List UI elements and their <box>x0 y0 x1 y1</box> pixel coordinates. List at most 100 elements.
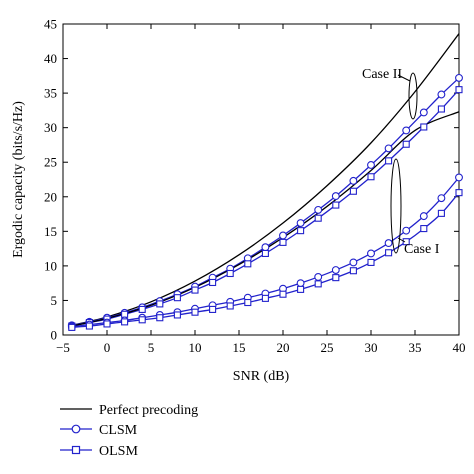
olsm-marker <box>297 227 305 235</box>
case-ii-ellipse <box>408 72 418 120</box>
olsm-marker <box>156 300 164 308</box>
x-axis-label: SNR (dB) <box>233 369 290 384</box>
olsm-marker <box>156 314 164 322</box>
olsm-marker <box>191 308 199 316</box>
y-tick-label: 10 <box>44 258 57 273</box>
clsm-marker <box>402 126 411 135</box>
olsm-marker <box>437 209 445 217</box>
case-i-ellipse <box>390 158 402 254</box>
olsm-marker <box>103 320 111 328</box>
olsm-marker <box>455 86 463 94</box>
legend-perfect-label: Perfect precoding <box>99 403 198 418</box>
case-ii-label: Case II <box>362 67 402 82</box>
olsm-marker <box>173 294 181 302</box>
y-axis-label: Ergodic capacity (bits/s/Hz) <box>11 101 26 258</box>
clsm-marker <box>349 258 358 267</box>
olsm-marker <box>385 249 393 257</box>
series-line-perfect-precoding-case-ii <box>71 33 459 326</box>
clsm-marker <box>367 249 375 258</box>
clsm-marker <box>402 226 411 235</box>
olsm-marker <box>173 311 181 319</box>
olsm-marker <box>420 225 428 233</box>
olsm-marker <box>261 249 269 257</box>
x-tick-label: 25 <box>321 340 334 355</box>
y-tick-label: 15 <box>44 224 57 239</box>
clsm-marker <box>437 194 446 203</box>
clsm-marker <box>455 73 463 82</box>
clsm-marker <box>296 219 305 227</box>
x-tick-label: 0 <box>104 340 111 355</box>
axis-ticks <box>62 23 460 336</box>
x-tick-label: 30 <box>365 340 378 355</box>
olsm-marker <box>121 310 129 318</box>
olsm-marker <box>261 294 269 302</box>
legend: Perfect precoding CLSM OLSM <box>60 403 198 459</box>
y-tick-label: 20 <box>44 189 57 204</box>
olsm-marker <box>244 298 252 307</box>
olsm-marker <box>332 274 340 282</box>
legend-clsm-marker <box>71 424 81 434</box>
x-tick-label: 35 <box>409 340 422 355</box>
olsm-marker <box>85 322 93 330</box>
olsm-marker <box>367 258 375 266</box>
olsm-marker <box>191 286 199 294</box>
olsm-marker <box>455 189 463 197</box>
series-markers <box>67 73 463 331</box>
clsm-marker <box>296 279 305 288</box>
olsm-marker <box>68 323 76 331</box>
olsm-marker <box>138 316 146 324</box>
legend-clsm-label: CLSM <box>99 423 138 438</box>
clsm-marker <box>349 176 358 185</box>
clsm-marker <box>419 108 428 117</box>
olsm-marker <box>420 123 428 131</box>
clsm-marker <box>331 192 340 201</box>
clsm-marker <box>455 173 463 182</box>
y-tick-label: 25 <box>44 155 57 170</box>
olsm-marker <box>314 214 322 222</box>
x-tick-label: 40 <box>453 340 466 355</box>
y-tick-label: 45 <box>44 17 57 32</box>
olsm-marker <box>297 285 305 293</box>
olsm-marker <box>349 187 357 195</box>
case-ii-annotation: Case II <box>362 67 418 120</box>
x-tick-label: 5 <box>148 340 155 355</box>
olsm-marker <box>121 318 129 326</box>
olsm-marker <box>226 269 234 278</box>
legend-olsm-marker <box>71 445 81 455</box>
olsm-marker <box>437 105 445 113</box>
olsm-marker <box>402 238 410 246</box>
clsm-marker <box>314 205 323 214</box>
y-tick-label: 5 <box>51 293 58 308</box>
olsm-marker <box>138 305 146 313</box>
y-tick-label: 40 <box>44 51 57 66</box>
y-tick-label: 30 <box>44 120 57 135</box>
olsm-marker <box>209 278 217 287</box>
clsm-marker <box>331 266 340 274</box>
clsm-marker <box>384 239 393 248</box>
clsm-marker <box>384 144 393 153</box>
clsm-marker <box>261 243 270 252</box>
x-tick-label: 15 <box>233 340 246 355</box>
olsm-marker <box>402 140 410 148</box>
x-tick-labels: −5 0 5 10 15 20 25 30 35 40 <box>56 340 465 355</box>
olsm-marker <box>244 260 252 268</box>
case-i-leader <box>397 237 406 243</box>
clsm-marker <box>279 231 287 240</box>
olsm-marker <box>367 173 375 181</box>
case-i-annotation: Case I <box>390 158 440 257</box>
x-tick-label: −5 <box>56 340 70 355</box>
clsm-marker <box>437 90 446 99</box>
x-tick-label: 20 <box>277 340 290 355</box>
olsm-marker <box>385 157 393 165</box>
olsm-marker <box>226 302 234 310</box>
case-ii-leader <box>397 74 411 82</box>
x-tick-label: 10 <box>189 340 202 355</box>
y-tick-label: 35 <box>44 86 57 101</box>
olsm-marker <box>279 290 287 298</box>
case-i-label: Case I <box>404 242 440 257</box>
olsm-marker <box>279 238 287 246</box>
clsm-marker <box>367 161 375 169</box>
olsm-marker <box>349 267 357 275</box>
clsm-marker <box>419 212 428 221</box>
